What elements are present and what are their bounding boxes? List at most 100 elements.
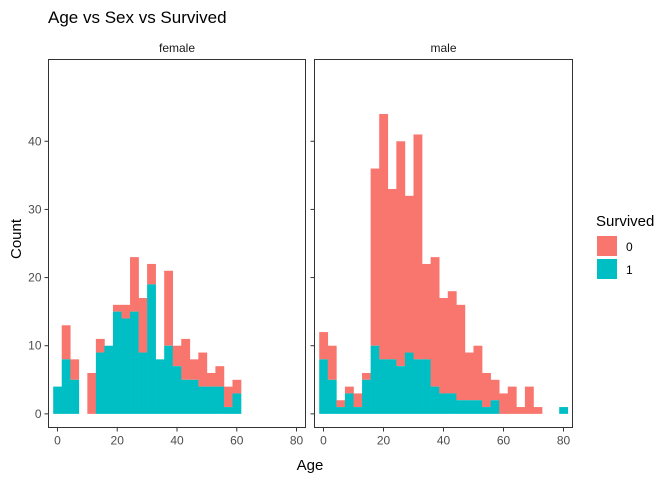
bar-survived-0	[464, 352, 474, 401]
bar-survived-1	[430, 386, 440, 414]
bar-survived-1	[130, 311, 139, 414]
bar-survived-1	[164, 345, 174, 414]
bar-survived-0	[362, 372, 371, 380]
bar-survived-1	[121, 318, 131, 414]
bar-survived-1	[370, 345, 380, 414]
x-tick-label: 40	[170, 434, 184, 448]
bar-survived-1	[464, 400, 474, 414]
bar-survived-0	[61, 325, 71, 360]
y-tick-label: 10	[28, 339, 42, 353]
bar-survived-0	[499, 393, 509, 414]
bar-survived-1	[456, 400, 466, 414]
bar-survived-0	[206, 372, 216, 387]
x-tick-label: 80	[290, 434, 304, 448]
legend: Survived 0 1	[596, 213, 654, 279]
bar-survived-0	[456, 304, 466, 401]
bar-survived-1	[61, 359, 71, 414]
bar-survived-0	[172, 345, 182, 367]
bar-survived-1	[70, 379, 80, 414]
bar-survived-0	[87, 372, 97, 414]
bar-survived-0	[439, 298, 449, 394]
bar-survived-1	[482, 407, 491, 414]
bar-survived-0	[422, 263, 431, 360]
bar-survived-1	[490, 400, 500, 414]
bar-survived-1	[336, 407, 346, 414]
bar-survived-0	[533, 407, 543, 414]
bar-survived-0	[189, 359, 199, 380]
bar-survived-1	[112, 311, 122, 414]
bar-survived-1	[422, 359, 431, 414]
bar-survived-0	[396, 141, 406, 367]
bar-survived-1	[387, 359, 397, 414]
bar-survived-0	[232, 379, 242, 394]
bar-survived-0	[490, 379, 500, 401]
legend-key-0	[597, 236, 617, 256]
facet-strip-label: male	[430, 41, 456, 55]
bar-survived-0	[319, 332, 329, 360]
facet-panels: female 0 20 40 60 80 0 10 20 30 40 male 0 20 40 60 80	[28, 41, 573, 448]
x-tick-label: 0	[320, 434, 327, 448]
x-tick-label: 20	[377, 434, 391, 448]
facet-panel-male: male 0 20 40 60 80	[310, 41, 573, 448]
bar-survived-0	[447, 291, 457, 394]
y-tick-label: 0	[35, 407, 42, 421]
bar-survived-1	[353, 407, 363, 414]
x-tick-label: 40	[437, 434, 451, 448]
x-tick-label: 80	[557, 434, 571, 448]
bar-survived-1	[447, 393, 457, 414]
legend-label-0: 0	[626, 240, 633, 254]
bars-male	[319, 114, 569, 414]
bar-survived-1	[379, 359, 389, 414]
bar-survived-0	[327, 345, 337, 380]
x-tick-label: 60	[497, 434, 511, 448]
bar-survived-0	[223, 386, 233, 408]
x-tick-label: 60	[230, 434, 244, 448]
bar-survived-1	[439, 393, 449, 414]
x-tick-label: 20	[111, 434, 125, 448]
bar-survived-1	[95, 352, 105, 414]
bar-survived-1	[396, 366, 406, 414]
bars-female	[53, 257, 242, 414]
bar-survived-1	[404, 352, 414, 414]
bar-survived-0	[473, 345, 483, 401]
bar-survived-1	[147, 284, 156, 414]
bar-survived-1	[155, 359, 165, 414]
bar-survived-1	[172, 366, 182, 414]
bar-survived-1	[559, 407, 569, 414]
bar-survived-1	[344, 393, 354, 414]
bar-survived-0	[70, 359, 80, 380]
bar-survived-0	[138, 298, 148, 353]
bar-survived-0	[215, 366, 225, 387]
y-tick-label: 20	[28, 271, 42, 285]
bar-survived-0	[95, 338, 105, 353]
legend-label-1: 1	[626, 263, 633, 277]
bar-survived-1	[189, 379, 199, 414]
bar-survived-1	[362, 379, 371, 414]
facet-strip-label: female	[159, 41, 195, 55]
chart-title: Age vs Sex vs Survived	[48, 8, 227, 27]
bar-survived-0	[516, 407, 526, 414]
bar-survived-0	[121, 304, 131, 319]
bar-survived-1	[473, 400, 483, 414]
legend-key-1	[597, 259, 617, 279]
bar-survived-0	[130, 257, 139, 312]
bar-survived-0	[353, 393, 363, 408]
bar-survived-1	[223, 407, 233, 414]
x-axis-title: Age	[297, 457, 324, 474]
bar-survived-0	[379, 114, 389, 360]
bar-survived-0	[482, 372, 491, 408]
bar-survived-0	[524, 386, 534, 414]
y-tick-label: 30	[28, 202, 42, 216]
bar-survived-1	[319, 359, 329, 414]
bar-survived-1	[53, 386, 63, 414]
bar-survived-0	[164, 270, 174, 346]
bar-survived-0	[112, 304, 122, 312]
bar-survived-0	[198, 352, 208, 387]
y-tick-label: 40	[28, 134, 42, 148]
bar-survived-0	[387, 188, 397, 360]
bar-survived-1	[206, 386, 216, 414]
bar-survived-0	[370, 168, 380, 346]
legend-title: Survived	[596, 213, 654, 230]
bar-survived-0	[507, 386, 517, 414]
